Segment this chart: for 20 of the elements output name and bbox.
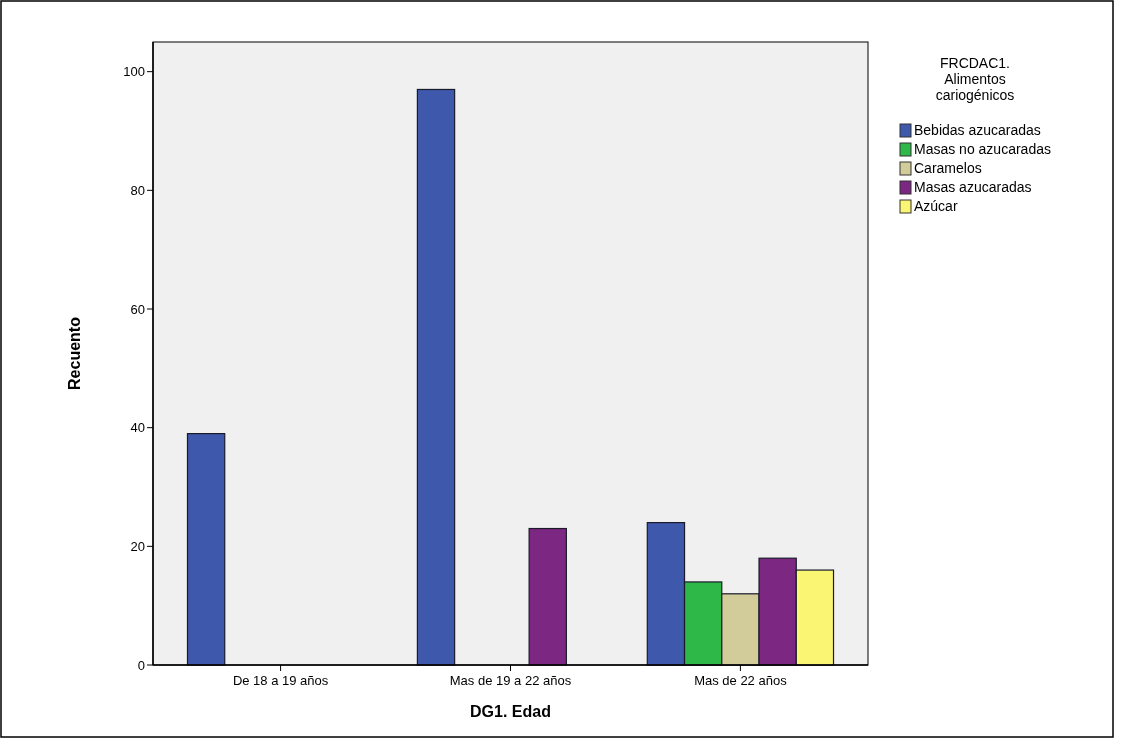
y-tick-label: 60 xyxy=(130,301,145,317)
x-tick-label: Mas de 22 años xyxy=(694,673,788,688)
y-axis-title: Recuento xyxy=(66,316,83,390)
legend-label: Masas azucaradas xyxy=(914,179,1032,195)
bar xyxy=(416,88,456,666)
legend-label: Bebidas azucaradas xyxy=(914,122,1041,138)
y-tick-label: 20 xyxy=(130,538,145,554)
y-tick-label: 80 xyxy=(130,182,145,198)
y-tick-label: 0 xyxy=(137,657,145,673)
x-tick-label: Mas de 19 a 22 años xyxy=(449,673,572,688)
legend-label: Azúcar xyxy=(914,198,958,214)
legend-label: Caramelos xyxy=(914,160,982,176)
y-tick-label: 100 xyxy=(123,64,145,80)
y-tick-label: 40 xyxy=(130,420,145,436)
legend-label: Masas no azucaradas xyxy=(914,141,1051,157)
x-axis-title: DG1. Edad xyxy=(470,703,551,720)
bar xyxy=(186,433,226,666)
legend-title: FRCDAC1. Alimentos cariogénicos xyxy=(935,55,1015,103)
x-tick-label: De 18 a 19 años xyxy=(232,673,329,688)
bar xyxy=(528,527,567,666)
